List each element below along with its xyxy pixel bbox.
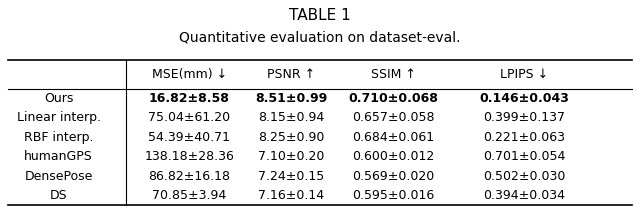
Text: 0.684±0.061: 0.684±0.061 xyxy=(352,131,435,144)
Text: DensePose: DensePose xyxy=(24,170,93,183)
Text: DS: DS xyxy=(50,189,68,202)
Text: 86.82±16.18: 86.82±16.18 xyxy=(148,170,230,183)
Text: Ours: Ours xyxy=(44,92,74,105)
Text: Quantitative evaluation on dataset-eval.: Quantitative evaluation on dataset-eval. xyxy=(179,31,461,45)
Text: 0.600±0.012: 0.600±0.012 xyxy=(352,150,435,163)
Text: 7.24±0.15: 7.24±0.15 xyxy=(258,170,324,183)
Text: 8.51±0.99: 8.51±0.99 xyxy=(255,92,328,105)
Text: 0.399±0.137: 0.399±0.137 xyxy=(483,111,565,124)
Text: 0.502±0.030: 0.502±0.030 xyxy=(483,170,565,183)
Text: 0.710±0.068: 0.710±0.068 xyxy=(348,92,438,105)
Text: 54.39±40.71: 54.39±40.71 xyxy=(148,131,230,144)
Text: 138.18±28.36: 138.18±28.36 xyxy=(145,150,234,163)
Text: MSE(mm) ↓: MSE(mm) ↓ xyxy=(152,68,227,81)
Text: 0.701±0.054: 0.701±0.054 xyxy=(483,150,565,163)
Text: 16.82±8.58: 16.82±8.58 xyxy=(149,92,230,105)
Text: 0.146±0.043: 0.146±0.043 xyxy=(479,92,569,105)
Text: RBF interp.: RBF interp. xyxy=(24,131,93,144)
Text: 7.16±0.14: 7.16±0.14 xyxy=(259,189,324,202)
Text: 0.569±0.020: 0.569±0.020 xyxy=(352,170,435,183)
Text: 0.657±0.058: 0.657±0.058 xyxy=(352,111,435,124)
Text: 0.394±0.034: 0.394±0.034 xyxy=(483,189,565,202)
Text: 8.25±0.90: 8.25±0.90 xyxy=(258,131,324,144)
Text: 70.85±3.94: 70.85±3.94 xyxy=(152,189,227,202)
Text: 7.10±0.20: 7.10±0.20 xyxy=(258,150,324,163)
Text: 0.221±0.063: 0.221±0.063 xyxy=(483,131,565,144)
Text: PSNR ↑: PSNR ↑ xyxy=(268,68,316,81)
Text: 0.595±0.016: 0.595±0.016 xyxy=(352,189,435,202)
Text: SSIM ↑: SSIM ↑ xyxy=(371,68,416,81)
Text: TABLE 1: TABLE 1 xyxy=(289,8,351,23)
Text: Linear interp.: Linear interp. xyxy=(17,111,100,124)
Text: LPIPS ↓: LPIPS ↓ xyxy=(500,68,548,81)
Text: humanGPS: humanGPS xyxy=(24,150,93,163)
Text: 75.04±61.20: 75.04±61.20 xyxy=(148,111,230,124)
Text: 8.15±0.94: 8.15±0.94 xyxy=(258,111,324,124)
